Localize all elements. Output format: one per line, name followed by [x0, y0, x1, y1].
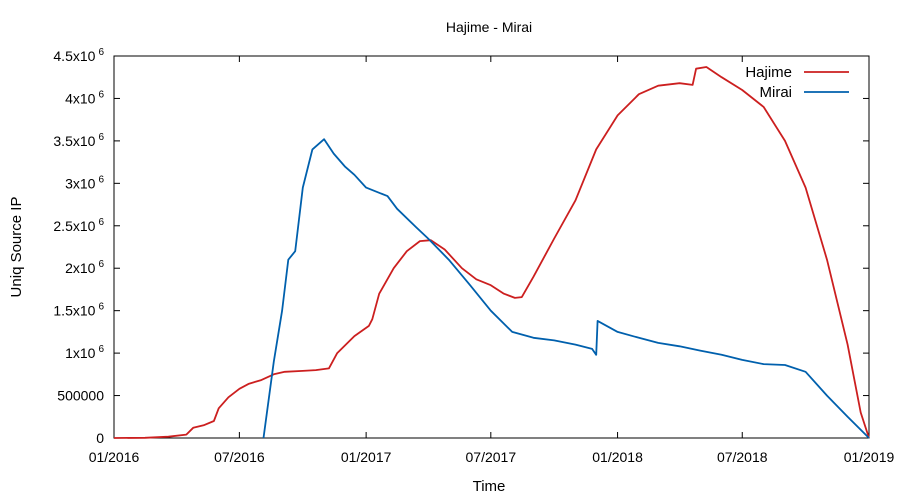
- y-tick-label: 0: [96, 430, 104, 446]
- x-tick-label: 01/2016: [89, 449, 140, 465]
- x-tick-label: 07/2017: [466, 449, 517, 465]
- chart-title: Hajime - Mirai: [446, 19, 532, 35]
- y-tick-label: 3.5x10 6: [53, 132, 104, 149]
- y-axis: 0 500000 1x10 6 1.5x10 6 2x10 6 2.5x10 6 3x10 6 3.5x…: [53, 47, 869, 446]
- x-tick-label: 01/2018: [592, 449, 643, 465]
- x-tick-label: 07/2018: [717, 449, 768, 465]
- x-tick-label: 01/2017: [341, 449, 392, 465]
- x-tick-label: 01/2019: [844, 449, 895, 465]
- y-axis-title: Uniq Source IP: [8, 197, 25, 298]
- x-axis-title: Time: [473, 478, 506, 495]
- x-axis: 01/2016 07/2016 01/2017 07/2017 01/2018 07/20…: [89, 56, 895, 465]
- plot-frame: [113, 55, 870, 439]
- y-tick-label: 4.5x10 6: [53, 47, 104, 64]
- y-tick-label: 1x10 6: [65, 344, 104, 361]
- y-tick-label: 4x10 6: [65, 89, 104, 106]
- legend-label: Hajime: [745, 64, 792, 81]
- x-tick-label: 07/2016: [214, 449, 265, 465]
- series-layer: [113, 66, 870, 439]
- y-tick-label: 2.5x10 6: [53, 217, 104, 234]
- y-tick-label: 2x10 6: [65, 259, 104, 276]
- legend: Hajime Mirai: [745, 64, 849, 101]
- y-tick-label: 1.5x10 6: [53, 302, 104, 319]
- series-line-mirai: [262, 138, 870, 439]
- y-tick-label: 500000: [57, 388, 104, 404]
- legend-label: Mirai: [760, 84, 793, 101]
- series-line-hajime: [113, 66, 870, 439]
- y-tick-label: 3x10 6: [65, 174, 104, 191]
